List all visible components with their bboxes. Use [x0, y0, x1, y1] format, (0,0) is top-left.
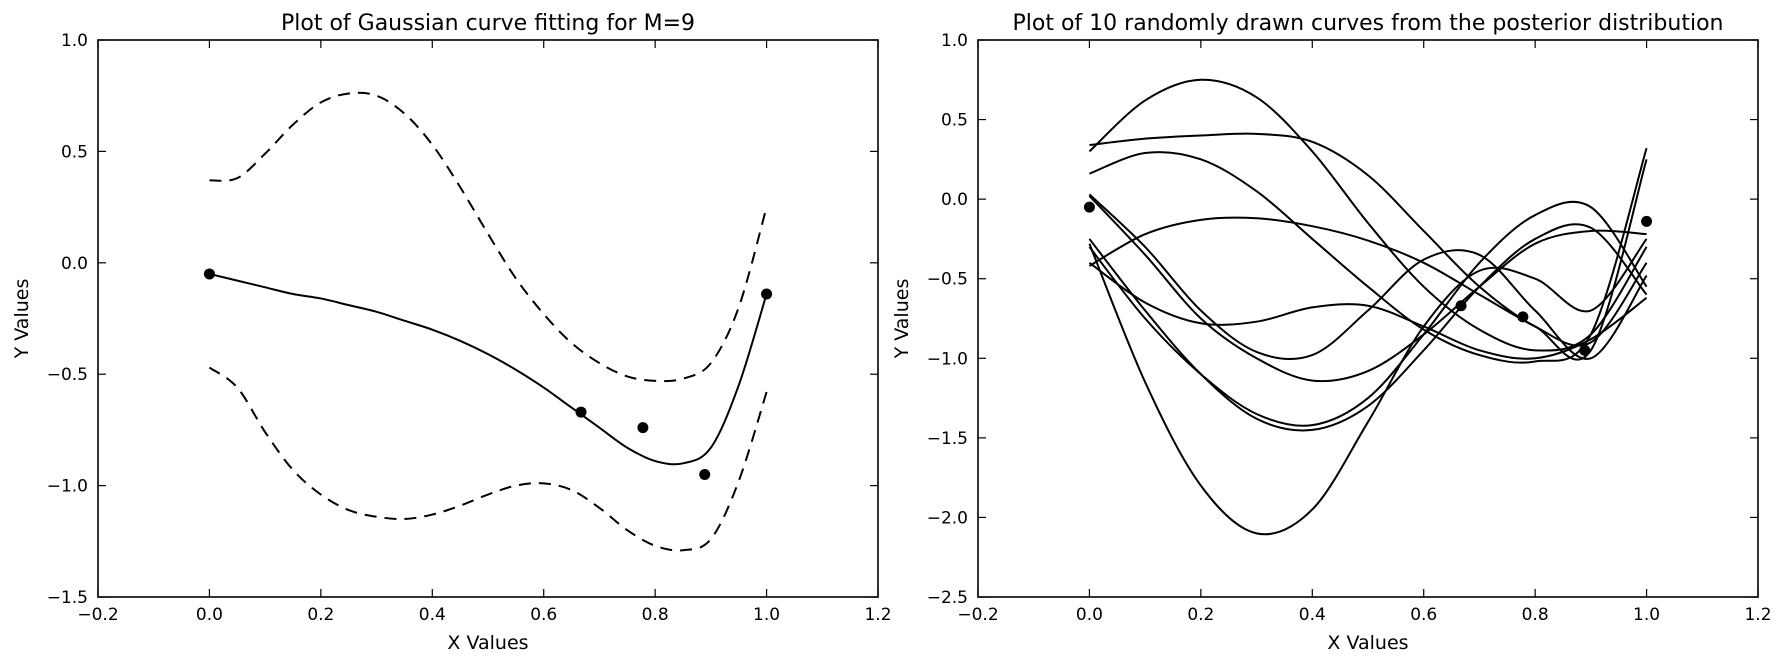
left-chart-title: Plot of Gaussian curve fitting for M=9: [281, 11, 695, 36]
right-series-group: [1088, 78, 1648, 536]
left-y-tick-label: 0.0: [61, 254, 88, 274]
right-series-line-4: [1088, 223, 1648, 432]
left-chart: −0.2 0.0 0.2 0.4 0.6 0.8 1.0 1.2 −1.5 −1.0 −0.5 0.0…: [11, 11, 892, 654]
left-data-point-5: [761, 288, 773, 300]
right-data-point-5: [1641, 215, 1653, 227]
right-series-line-8: [1088, 200, 1648, 427]
left-series-line-1: [209, 272, 768, 466]
right-x-tick-label: −0.2: [957, 605, 998, 625]
right-x-tick-label: 1.0: [1633, 605, 1660, 625]
left-x-tick-label: 0.8: [642, 605, 669, 625]
right-x-tick-label: 0.2: [1187, 605, 1214, 625]
right-series-line-6: [1088, 159, 1648, 361]
left-x-tick-label: 0.6: [530, 605, 557, 625]
left-y-tick-label: −0.5: [47, 365, 88, 385]
right-chart: −0.2 0.0 0.2 0.4 0.6 0.8 1.0 1.2 −2.5 −2.0 −1.5 −1.…: [891, 11, 1772, 654]
left-x-tick-label: 1.0: [753, 605, 780, 625]
right-y-tick-label: 0.0: [941, 190, 968, 210]
right-x-tick-label: 0.8: [1522, 605, 1549, 625]
right-data-point-2: [1455, 300, 1467, 312]
right-x-tick-label: 0.4: [1299, 605, 1326, 625]
right-x-tick-label: 0.0: [1076, 605, 1103, 625]
left-x-tick-label: −0.2: [77, 605, 118, 625]
left-series-line-2: [209, 91, 768, 383]
right-series-line-9: [1088, 193, 1648, 361]
right-series-line-5: [1088, 238, 1648, 536]
left-y-tick-label: −1.5: [47, 588, 88, 608]
right-data-point-4: [1579, 344, 1591, 356]
right-y-tick-label: −1.5: [927, 429, 968, 449]
right-axes-frame: [977, 39, 1759, 598]
right-y-tick-label: −0.5: [927, 270, 968, 290]
left-data-point-4: [699, 468, 711, 480]
left-x-tick-label: 1.2: [864, 605, 891, 625]
left-x-tick-label: 0.2: [307, 605, 334, 625]
left-series-line-3: [208, 366, 768, 552]
left-y-tick-label: −1.0: [47, 477, 88, 497]
right-x-tick-label: 0.6: [1410, 605, 1437, 625]
right-y-tick-label: 0.5: [941, 111, 968, 131]
right-series-line-7: [1088, 261, 1648, 360]
right-series-line-10: [1088, 195, 1647, 383]
right-y-tick-label: 1.0: [941, 31, 968, 51]
left-y-tick-label: 1.0: [61, 31, 88, 51]
right-y-tick-label: −2.5: [927, 588, 968, 608]
left-data-point-1: [203, 268, 215, 280]
left-x-axis-label: X Values: [447, 632, 528, 654]
right-chart-title: Plot of 10 randomly drawn curves from th…: [1013, 11, 1724, 36]
left-series-group: [208, 91, 768, 552]
right-y-tick-label: −2.0: [927, 508, 968, 528]
right-series-line-3: [1089, 147, 1648, 364]
right-y-axis-label: Y Values: [891, 279, 913, 360]
left-data-point-2: [575, 406, 587, 418]
left-x-tick-label: 0.4: [419, 605, 446, 625]
left-x-tick-label: 0.0: [196, 605, 223, 625]
right-data-point-3: [1517, 311, 1529, 323]
left-data-point-3: [637, 422, 649, 434]
left-y-tick-label: 0.5: [61, 142, 88, 162]
right-y-tick-label: −1.0: [927, 349, 968, 369]
right-x-axis-label: X Values: [1327, 632, 1408, 654]
right-x-tick-label: 1.2: [1744, 605, 1771, 625]
right-data-point-1: [1083, 201, 1095, 213]
left-y-axis-label: Y Values: [11, 279, 33, 360]
left-axes-frame: [97, 39, 879, 598]
